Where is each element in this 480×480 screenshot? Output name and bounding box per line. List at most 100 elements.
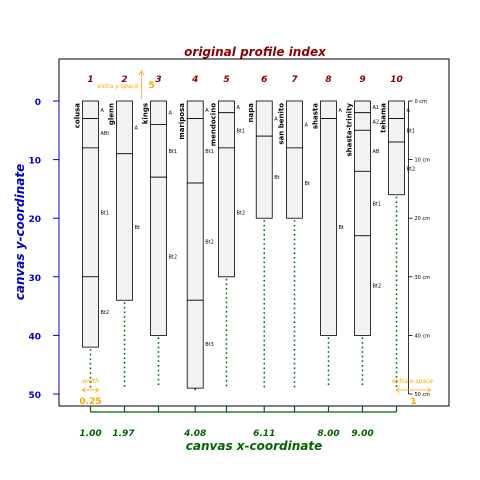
horizon-label: A: [237, 105, 241, 111]
horizon: [218, 100, 235, 114]
y-axis-label: canvas y-coordinate: [13, 164, 27, 301]
profile-name: glenn: [108, 103, 116, 125]
x-tick-label: 4.08: [183, 429, 206, 439]
chart-title: original profile index: [184, 45, 327, 59]
horizon: [82, 118, 99, 149]
extra-y-space-label: extra y-space: [98, 83, 139, 90]
profile-tehama: 10 A Bt1 Bt2 tehama: [380, 75, 416, 388]
profile-name: colusa: [74, 103, 82, 129]
x-tick-label: 9.00: [351, 429, 373, 439]
horizon-label: Bt1: [237, 128, 246, 134]
profile-mariposa: 4 A Bt1 Bt2 Bt3 mariposa: [178, 75, 214, 391]
profile-kings: 3 A Bt1 Bt2 kings: [142, 75, 178, 388]
horizon-label: Bt1: [205, 149, 214, 155]
width-label: width: [82, 378, 99, 385]
horizon-label: Bt1: [373, 202, 382, 208]
horizon: [354, 112, 371, 131]
horizon: [388, 118, 405, 143]
annotations: extra y-space 5 width 0.25 extra x-space 1: [79, 70, 433, 407]
profile-index: 4: [191, 75, 198, 85]
profile-index: 8: [325, 75, 331, 85]
horizon-label: Bt1: [101, 210, 110, 216]
depth-tick-label: 40 cm: [415, 333, 431, 339]
horizon: [116, 153, 133, 301]
horizon-label: Bt2: [169, 254, 178, 260]
y-tick-label: 0: [35, 98, 41, 108]
horizon: [82, 147, 99, 278]
extra-x-space-value: 1: [410, 397, 416, 407]
horizon-label: Bt2: [205, 240, 214, 246]
horizon-label: Bt2: [237, 210, 246, 216]
depth-axis: 0 cm 10 cm 20 cm 30 cm 40 cm 50 cm: [408, 99, 431, 398]
profile-name: shasta: [312, 103, 320, 129]
horizon: [286, 100, 303, 149]
horizon-label: A1: [373, 105, 380, 111]
profile-name: san benito: [278, 103, 286, 145]
x-tick-label: 8.00: [317, 429, 339, 439]
depth-tick-label: 50 cm: [415, 392, 431, 398]
profile-index: 5: [223, 75, 229, 85]
horizon: [186, 182, 204, 301]
horizon-label: A: [205, 108, 209, 114]
profile-mendocino: 5 A Bt1 Bt2 mendocino: [210, 75, 246, 388]
y-tick-label: 30: [28, 274, 41, 284]
profile-name: mendocino: [210, 103, 218, 146]
horizon-label: Bt: [305, 181, 310, 187]
horizon-label: Bt2: [407, 166, 416, 172]
horizon-label: A: [101, 108, 105, 114]
horizon-label: A: [339, 108, 343, 114]
horizon-label: A: [135, 125, 139, 131]
depth-tick-label: 30 cm: [415, 275, 431, 281]
horizon: [320, 118, 337, 336]
horizon: [320, 100, 337, 119]
horizon: [186, 100, 204, 119]
horizon-label: Bt: [274, 175, 279, 181]
horizon-label: Bt2: [101, 310, 110, 316]
extra-x-space-arrowheads: [395, 387, 432, 393]
horizon: [255, 135, 273, 219]
horizon: [388, 141, 405, 196]
depth-tick-label: 10 cm: [415, 158, 431, 164]
horizon-label: Bt1: [407, 128, 416, 134]
horizon-label: Bt: [339, 225, 344, 231]
horizon: [186, 299, 204, 389]
profile-glenn: 2 A Bt glenn: [108, 75, 140, 388]
extra-x-space-label: extra x-space: [392, 378, 433, 385]
x-axis: 1.00 1.97 4.08 6.11 8.00 9.00: [79, 406, 398, 439]
profile-shasta-trinity: 9 A1 A2 AB Bt1 Bt2 shasta-trinity: [346, 75, 382, 388]
profile-index: 7: [291, 75, 298, 85]
y-tick-label: 50: [28, 391, 41, 401]
y-axis: 0 10 20 30 40 50: [28, 98, 60, 401]
horizon-label: A: [169, 111, 173, 117]
horizon: [354, 170, 371, 237]
horizon: [354, 100, 371, 114]
profile-name: mariposa: [178, 103, 186, 140]
profile-name: tehama: [380, 103, 388, 133]
horizon: [388, 100, 405, 119]
horizon-label: Bt3: [205, 342, 214, 348]
profile-index: 1: [87, 75, 93, 85]
profile-shasta: 8 A Bt shasta: [312, 75, 344, 388]
profile-index: 10: [390, 75, 403, 85]
horizon: [354, 129, 371, 172]
y-tick-label: 10: [28, 157, 41, 167]
depth-tick-label: 20 cm: [415, 216, 431, 222]
horizon: [150, 176, 167, 336]
depth-tick-label: 0 cm: [415, 99, 428, 105]
horizon: [150, 100, 167, 125]
profile-index: 9: [359, 75, 365, 85]
horizon-label: A: [274, 117, 278, 123]
horizon: [186, 118, 204, 184]
horizon: [218, 147, 235, 278]
x-axis-label: canvas x-coordinate: [186, 439, 322, 453]
horizon: [286, 147, 303, 219]
horizon: [82, 100, 99, 119]
profile-index: 6: [261, 75, 267, 85]
extra-y-space-value: 5: [149, 81, 155, 91]
profile-index: 2: [121, 75, 127, 85]
extra-y-space-arrowhead: [138, 70, 145, 76]
x-tick-label: 6.11: [253, 429, 275, 439]
y-tick-label: 20: [28, 215, 41, 225]
profile-napa: 6 A Bt napa: [247, 75, 280, 388]
